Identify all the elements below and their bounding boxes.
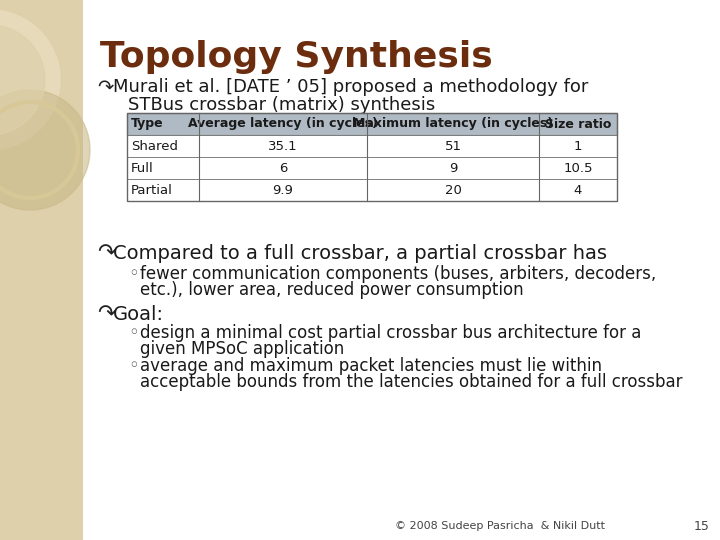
Text: etc.), lower area, reduced power consumption: etc.), lower area, reduced power consump… <box>140 281 523 299</box>
Text: Goal:: Goal: <box>113 305 164 324</box>
Bar <box>127 135 617 157</box>
Text: Shared: Shared <box>131 139 178 152</box>
Text: 9.9: 9.9 <box>273 184 294 197</box>
Text: average and maximum packet latencies must lie within: average and maximum packet latencies mus… <box>140 357 602 375</box>
Text: Topology Synthesis: Topology Synthesis <box>100 40 492 74</box>
Text: STBus crossbar (matrix) synthesis: STBus crossbar (matrix) synthesis <box>128 96 436 114</box>
Circle shape <box>0 90 90 210</box>
Bar <box>127 113 617 135</box>
Text: ◦: ◦ <box>128 324 139 342</box>
Text: 4: 4 <box>574 184 582 197</box>
Text: ↷: ↷ <box>97 305 116 325</box>
Text: ◦: ◦ <box>128 357 139 375</box>
Text: ↷: ↷ <box>97 244 116 264</box>
Bar <box>127 157 617 179</box>
Text: 10.5: 10.5 <box>563 161 593 174</box>
Text: 1: 1 <box>574 139 582 152</box>
Text: fewer communication components (buses, arbiters, decoders,: fewer communication components (buses, a… <box>140 265 656 283</box>
Text: 35.1: 35.1 <box>268 139 298 152</box>
Text: 20: 20 <box>444 184 462 197</box>
Text: given MPSoC application: given MPSoC application <box>140 340 344 358</box>
Text: 15: 15 <box>694 519 710 532</box>
Text: 6: 6 <box>279 161 287 174</box>
Text: Compared to a full crossbar, a partial crossbar has: Compared to a full crossbar, a partial c… <box>113 244 607 263</box>
Text: Size ratio: Size ratio <box>545 118 611 131</box>
Text: Full: Full <box>131 161 154 174</box>
Text: acceptable bounds from the latencies obtained for a full crossbar: acceptable bounds from the latencies obt… <box>140 373 683 391</box>
Circle shape <box>0 10 60 150</box>
Bar <box>0 0 83 540</box>
Text: Type: Type <box>131 118 163 131</box>
Bar <box>127 179 617 201</box>
Bar <box>127 113 617 201</box>
Text: 51: 51 <box>444 139 462 152</box>
Text: Murali et al. [DATE ’ 05] proposed a methodology for: Murali et al. [DATE ’ 05] proposed a met… <box>113 78 588 96</box>
Text: ↷: ↷ <box>97 78 113 97</box>
Circle shape <box>0 25 45 135</box>
Text: Partial: Partial <box>131 184 173 197</box>
Text: Maximum latency (in cycles): Maximum latency (in cycles) <box>353 118 553 131</box>
Text: ◦: ◦ <box>128 265 139 283</box>
Text: 9: 9 <box>449 161 457 174</box>
Text: © 2008 Sudeep Pasricha  & Nikil Dutt: © 2008 Sudeep Pasricha & Nikil Dutt <box>395 521 605 531</box>
Text: design a minimal cost partial crossbar bus architecture for a: design a minimal cost partial crossbar b… <box>140 324 642 342</box>
Text: Average latency (in cycles): Average latency (in cycles) <box>188 118 378 131</box>
